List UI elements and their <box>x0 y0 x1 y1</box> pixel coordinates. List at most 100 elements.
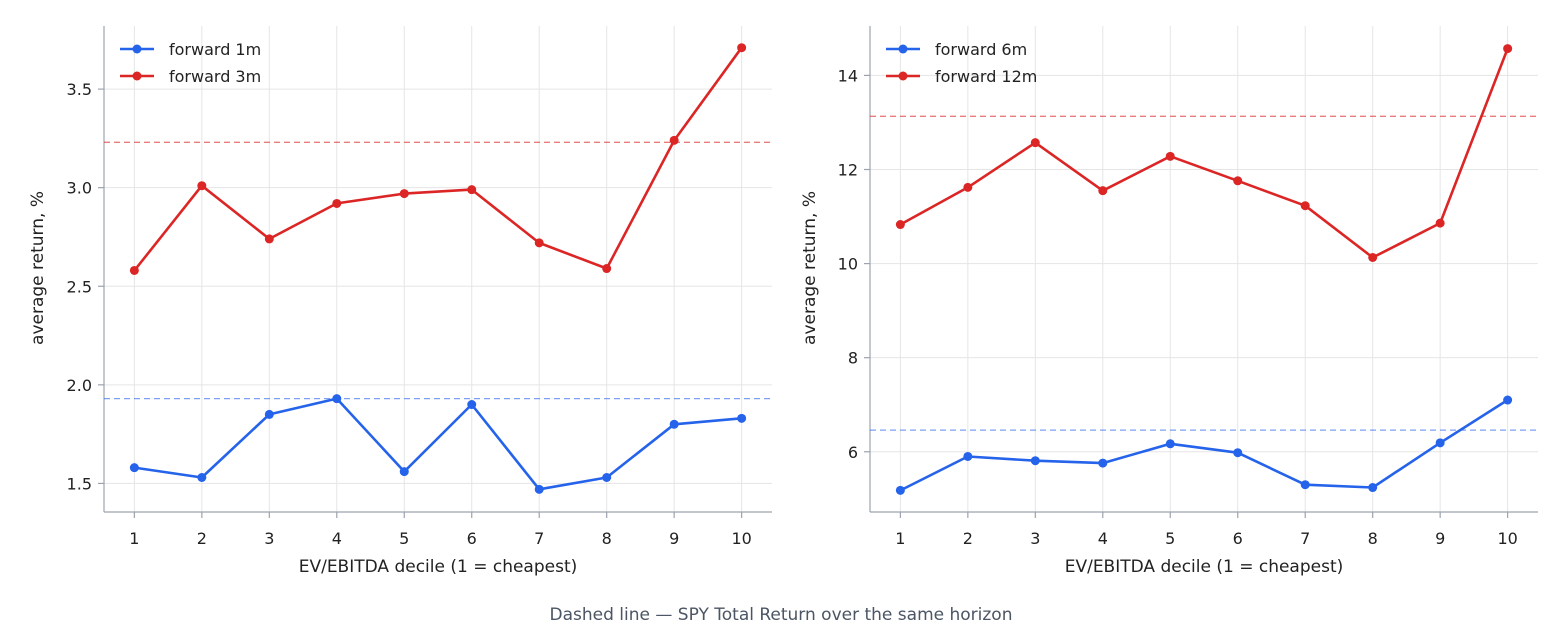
data-point <box>197 181 207 191</box>
y-tick-label: 3.5 <box>67 80 92 99</box>
data-point <box>129 265 139 275</box>
data-point <box>1300 480 1310 490</box>
x-tick-label: 4 <box>1098 529 1108 548</box>
x-tick-label: 5 <box>1165 529 1175 548</box>
data-point <box>1503 44 1513 54</box>
grid-left <box>104 26 772 512</box>
series-forward-1m <box>129 394 747 494</box>
data-point <box>895 485 905 495</box>
x-tick-label: 5 <box>399 529 409 548</box>
legend-entry: forward 12m <box>886 67 1037 86</box>
legend-label: forward 12m <box>935 67 1037 86</box>
legend-swatch-marker <box>898 71 908 81</box>
data-point <box>963 451 973 461</box>
data-point <box>1368 483 1378 493</box>
legend-label: forward 6m <box>935 40 1027 59</box>
data-point <box>669 419 679 429</box>
series-line <box>899 48 1509 259</box>
legend-swatch-marker <box>132 44 142 54</box>
data-point <box>399 467 409 477</box>
legend-label: forward 3m <box>169 67 261 86</box>
data-point <box>534 238 544 248</box>
data-point <box>1030 456 1040 466</box>
data-point <box>737 43 747 53</box>
x-tick-label: 9 <box>669 529 679 548</box>
series-line <box>899 398 1509 492</box>
data-point <box>467 185 477 195</box>
y-tick-label: 10 <box>838 255 858 274</box>
legend-entry: forward 3m <box>120 67 261 86</box>
y-tick-label: 2.0 <box>67 376 92 395</box>
y-tick-label: 14 <box>838 66 858 85</box>
x-tick-label: 10 <box>731 529 751 548</box>
data-point <box>1098 458 1108 468</box>
x-tick-label: 7 <box>1300 529 1310 548</box>
series-line <box>133 46 743 272</box>
data-point <box>1435 218 1445 228</box>
x-tick-label: 8 <box>602 529 612 548</box>
data-point <box>264 234 274 244</box>
chart-panel-right: average return, % EV/EBITDA decile (1 = … <box>800 26 1538 577</box>
y-tick-label: 1.5 <box>67 474 92 493</box>
caption: Dashed line — SPY Total Return over the … <box>550 605 1013 625</box>
data-point <box>1233 448 1243 458</box>
data-point <box>1098 186 1108 196</box>
x-tick-label: 2 <box>197 529 207 548</box>
data-point <box>264 409 274 419</box>
data-point <box>534 484 544 494</box>
legend-entry: forward 6m <box>886 40 1027 59</box>
data-point <box>895 220 905 230</box>
data-point <box>399 189 409 199</box>
series-forward-12m <box>895 44 1513 262</box>
data-point <box>1300 201 1310 211</box>
y-tick-label: 8 <box>848 349 858 368</box>
data-point <box>1233 176 1243 186</box>
x-tick-label: 1 <box>129 529 139 548</box>
data-point <box>669 135 679 145</box>
x-tick-label: 3 <box>264 529 274 548</box>
chart-panel-left: average return, % EV/EBITDA decile (1 = … <box>28 26 772 577</box>
x-tick-label: 4 <box>332 529 342 548</box>
data-point <box>602 264 612 274</box>
series-forward-3m <box>129 43 747 275</box>
y-tick-label: 3.0 <box>67 179 92 198</box>
data-point <box>737 413 747 423</box>
legend-entry: forward 1m <box>120 40 261 59</box>
legend-left: forward 1m forward 3m <box>120 40 261 86</box>
series-forward-6m <box>895 395 1513 495</box>
legend-swatch-marker <box>898 44 908 54</box>
grid-right <box>870 26 1538 512</box>
data-point <box>1165 151 1175 161</box>
x-tick-label: 6 <box>1233 529 1243 548</box>
x-tick-label: 6 <box>467 529 477 548</box>
data-point <box>1030 138 1040 148</box>
data-point <box>1435 438 1445 448</box>
x-tick-label: 2 <box>963 529 973 548</box>
x-tick-label: 1 <box>895 529 905 548</box>
series-line <box>134 397 742 491</box>
legend-right: forward 6m forward 12m <box>886 40 1037 86</box>
x-tick-label: 9 <box>1435 529 1445 548</box>
data-point <box>467 400 477 410</box>
y-tick-label: 12 <box>838 160 858 179</box>
x-tick-label: 7 <box>534 529 544 548</box>
y-axis-title-left: average return, % <box>28 191 48 345</box>
data-point <box>1503 395 1513 405</box>
legend-label: forward 1m <box>169 40 261 59</box>
data-point <box>197 472 207 482</box>
x-axis-title-left: EV/EBITDA decile (1 = cheapest) <box>299 557 578 577</box>
x-tick-label: 10 <box>1497 529 1517 548</box>
data-point <box>1368 252 1378 262</box>
data-point <box>602 472 612 482</box>
legend-swatch-marker <box>132 71 142 81</box>
x-tick-label: 8 <box>1368 529 1378 548</box>
data-point <box>332 198 342 208</box>
y-tick-label: 2.5 <box>67 277 92 296</box>
y-tick-label: 6 <box>848 443 858 462</box>
y-axis-title-right: average return, % <box>800 191 820 345</box>
data-point <box>963 182 973 192</box>
x-tick-label: 3 <box>1030 529 1040 548</box>
x-axis-title-right: EV/EBITDA decile (1 = cheapest) <box>1065 557 1344 577</box>
data-point <box>129 463 139 473</box>
